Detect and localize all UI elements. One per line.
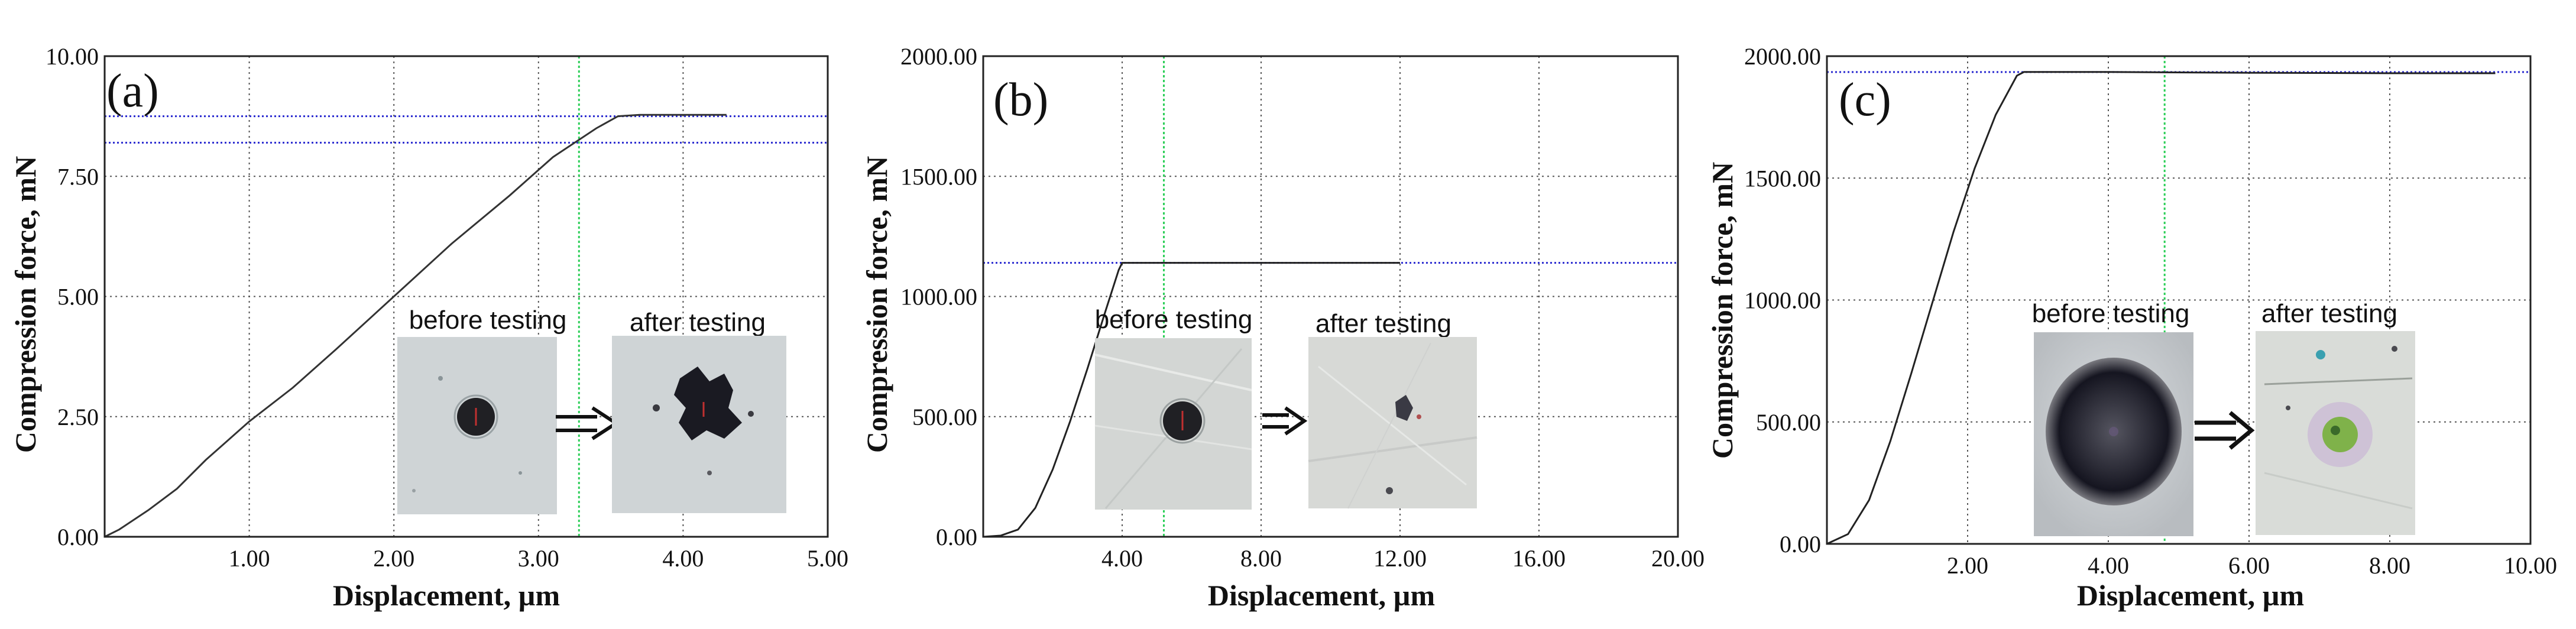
x-tick-b-4: 16.00 bbox=[1512, 545, 1566, 572]
plot-frame-b bbox=[982, 55, 1679, 538]
y-ticks-b: 0.00 500.00 1000.00 1500.00 2000.00 bbox=[900, 43, 977, 550]
y-tick-b-5: 2000.00 bbox=[900, 43, 977, 70]
y-tick-a-3: 5.00 bbox=[57, 284, 99, 310]
panel-label-b: (b) bbox=[993, 74, 1048, 126]
x-tick-c-1: 2.00 bbox=[1947, 552, 1988, 579]
y-tick-c-1: 0.00 bbox=[1780, 531, 1821, 557]
y-tick-b-1: 0.00 bbox=[936, 524, 977, 550]
x-tick-c-5: 10.00 bbox=[2504, 552, 2557, 579]
x-ticks-a: 1.00 2.00 3.00 4.00 5.00 bbox=[229, 545, 848, 572]
x-tick-a-3: 3.00 bbox=[518, 545, 559, 572]
series-line-c bbox=[1826, 71, 2496, 545]
inset-photo-after-b bbox=[1308, 337, 1477, 509]
x-tick-a-1: 1.00 bbox=[229, 545, 270, 572]
x-tick-c-2: 4.00 bbox=[2088, 552, 2129, 579]
x-tick-b-5: 20.00 bbox=[1651, 545, 1705, 572]
y-tick-b-2: 500.00 bbox=[912, 404, 977, 430]
inset-caption-before-b: before testing bbox=[1095, 305, 1253, 334]
y-tick-a-4: 7.50 bbox=[57, 163, 99, 190]
inset-caption-after-a: after testing bbox=[630, 308, 766, 337]
x-tick-c-4: 8.00 bbox=[2369, 552, 2410, 579]
panel-b: 4.00 8.00 12.00 16.00 20.00 0.00 500.00 … bbox=[860, 43, 1705, 612]
y-tick-c-3: 1000.00 bbox=[1744, 287, 1821, 314]
inset-caption-after-b: after testing bbox=[1315, 309, 1451, 338]
inset-photo-after-a bbox=[612, 336, 786, 513]
y-tick-a-5: 10.00 bbox=[46, 43, 99, 70]
y-tick-b-4: 1500.00 bbox=[900, 163, 977, 190]
plot-frame-c bbox=[1826, 55, 2532, 545]
y-tick-b-3: 1000.00 bbox=[900, 284, 977, 310]
arrow-icon-c bbox=[2195, 411, 2255, 450]
inset-caption-before-c: before testing bbox=[2032, 299, 2190, 328]
plot-frame-a bbox=[103, 55, 829, 538]
y-axis-label-b: Compression force, mN bbox=[860, 156, 893, 453]
inset-photo-before-b bbox=[1094, 338, 1252, 510]
x-axis-label-c: Displacement, µm bbox=[2077, 579, 2304, 612]
inset-photo-after-c bbox=[2256, 331, 2415, 535]
x-tick-a-5: 5.00 bbox=[807, 545, 848, 572]
x-tick-a-4: 4.00 bbox=[662, 545, 704, 572]
panel-label-a: (a) bbox=[106, 65, 159, 117]
x-tick-b-1: 4.00 bbox=[1101, 545, 1143, 572]
y-ticks-c: 0.00 500.00 1000.00 1500.00 2000.00 bbox=[1744, 43, 1821, 557]
y-tick-c-2: 500.00 bbox=[1756, 409, 1821, 436]
arrow-icon-b bbox=[1262, 406, 1308, 436]
inset-photo-before-a bbox=[397, 337, 557, 514]
panel-a: 1.00 2.00 3.00 4.00 5.00 0.00 2.50 5.00 … bbox=[9, 43, 848, 612]
y-tick-c-5: 2000.00 bbox=[1744, 43, 1821, 70]
x-tick-b-3: 12.00 bbox=[1373, 545, 1427, 572]
panel-label-c: (c) bbox=[1839, 74, 1891, 126]
x-tick-a-2: 2.00 bbox=[373, 545, 414, 572]
x-ticks-b: 4.00 8.00 12.00 16.00 20.00 bbox=[1101, 545, 1705, 572]
arrow-icon-a bbox=[556, 406, 620, 440]
y-axis-label-c: Compression force, mN bbox=[1706, 162, 1739, 459]
panel-c: 2.00 4.00 6.00 8.00 10.00 0.00 500.00 10… bbox=[1706, 43, 2557, 612]
x-axis-label-a: Displacement, µm bbox=[333, 579, 560, 612]
series-line-a bbox=[104, 114, 727, 538]
y-tick-a-1: 0.00 bbox=[57, 524, 99, 550]
inset-caption-after-c: after testing bbox=[2261, 299, 2397, 328]
y-axis-label-a: Compression force, mN bbox=[9, 156, 42, 453]
y-ticks-a: 0.00 2.50 5.00 7.50 10.00 bbox=[46, 43, 99, 550]
x-tick-b-2: 8.00 bbox=[1240, 545, 1282, 572]
x-ticks-c: 2.00 4.00 6.00 8.00 10.00 bbox=[1947, 552, 2557, 579]
series-line-b bbox=[983, 262, 1400, 538]
x-tick-c-3: 6.00 bbox=[2228, 552, 2270, 579]
x-axis-label-b: Displacement, µm bbox=[1208, 579, 1435, 612]
y-tick-c-4: 1500.00 bbox=[1744, 165, 1821, 192]
y-tick-a-2: 2.50 bbox=[57, 404, 99, 430]
inset-caption-before-a: before testing bbox=[409, 306, 567, 335]
inset-photo-before-c bbox=[2034, 332, 2193, 536]
